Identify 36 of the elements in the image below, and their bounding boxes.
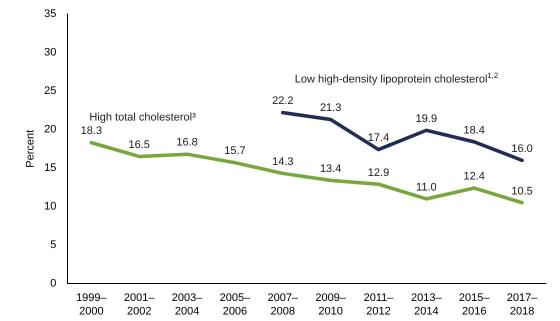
data-label: 19.9 bbox=[416, 112, 438, 125]
y-tick-label: 25 bbox=[44, 85, 56, 98]
y-tick-label: 15 bbox=[44, 162, 56, 174]
y-tick-label: 0 bbox=[50, 278, 56, 290]
y-tick-label: 20 bbox=[44, 124, 56, 136]
y-tick-label: 35 bbox=[44, 8, 56, 20]
data-label: 22.2 bbox=[272, 95, 294, 108]
data-label: 18.3 bbox=[80, 125, 102, 138]
data-label: 15.7 bbox=[224, 145, 246, 158]
data-label: 12.4 bbox=[464, 170, 485, 183]
data-label: 12.9 bbox=[368, 166, 390, 179]
data-label: 16.8 bbox=[176, 136, 198, 149]
data-label: 18.4 bbox=[464, 124, 485, 136]
x-tick-label: 2011–2012 bbox=[364, 292, 394, 318]
y-tick-label: 10 bbox=[44, 200, 56, 213]
data-label: 13.4 bbox=[320, 162, 342, 175]
x-tick-label: 1999–2000 bbox=[76, 292, 108, 318]
data-label: 14.3 bbox=[272, 156, 294, 168]
data-label: 17.4 bbox=[368, 132, 390, 144]
y-tick-label: 5 bbox=[50, 239, 56, 252]
data-label: 16.0 bbox=[511, 142, 533, 155]
data-label: 11.0 bbox=[416, 181, 437, 194]
y-axis-title: Percent bbox=[24, 130, 37, 168]
x-tick-label: 2003–2004 bbox=[172, 292, 204, 318]
series-label: High total cholesterol³ bbox=[89, 112, 196, 124]
data-label: 16.5 bbox=[128, 139, 150, 152]
data-label: 21.3 bbox=[320, 102, 342, 114]
x-tick-label: 2013–2014 bbox=[411, 292, 443, 318]
x-tick-label: 2009–2010 bbox=[315, 292, 347, 318]
data-label: 10.5 bbox=[511, 185, 533, 198]
x-tick-label: 2017–2018 bbox=[506, 292, 538, 318]
y-tick-label: 30 bbox=[44, 46, 56, 59]
x-tick-label: 2005–2006 bbox=[220, 292, 252, 318]
x-tick-label: 2015–2016 bbox=[458, 292, 490, 318]
x-tick-label: 2007–2008 bbox=[267, 292, 299, 318]
x-tick-label: 2001–2002 bbox=[124, 292, 156, 318]
